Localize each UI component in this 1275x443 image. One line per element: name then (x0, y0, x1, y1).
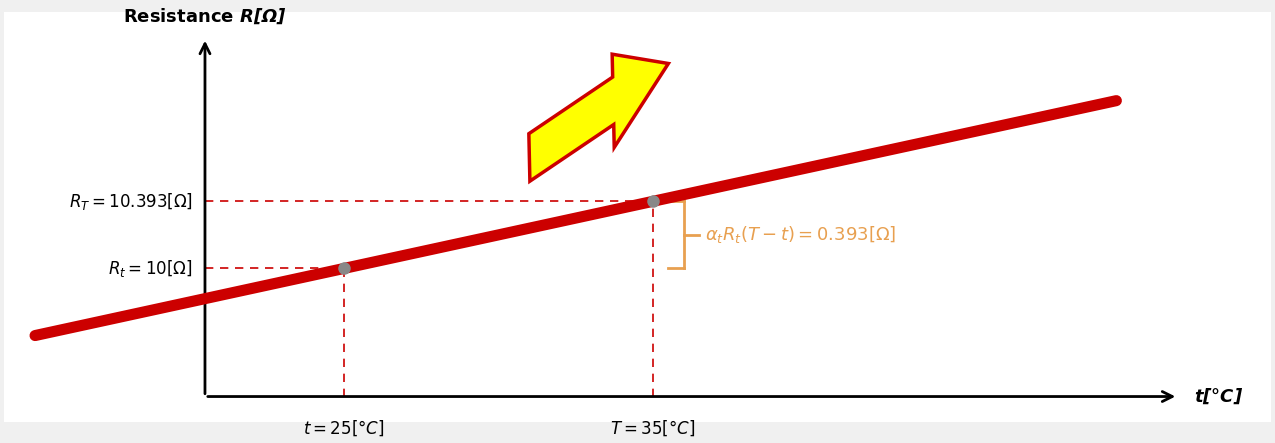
Text: $\alpha_t R_t(T - t) = 0.393[\Omega]$: $\alpha_t R_t(T - t) = 0.393[\Omega]$ (705, 225, 896, 245)
Text: $R_t = 10[\Omega]$: $R_t = 10[\Omega]$ (108, 258, 193, 279)
Text: $R_T = 10.393[\Omega]$: $R_T = 10.393[\Omega]$ (69, 191, 193, 212)
Text: $T = 35[°C]$: $T = 35[°C]$ (611, 419, 696, 438)
Text: Resistance $\bfit{R}[Ω]$: Resistance $\bfit{R}[Ω]$ (124, 7, 287, 26)
Text: $\bfit{t}$[°C]: $\bfit{t}$[°C] (1193, 387, 1243, 406)
FancyArrow shape (529, 54, 668, 181)
Text: $t = 25[°C]$: $t = 25[°C]$ (303, 419, 385, 438)
